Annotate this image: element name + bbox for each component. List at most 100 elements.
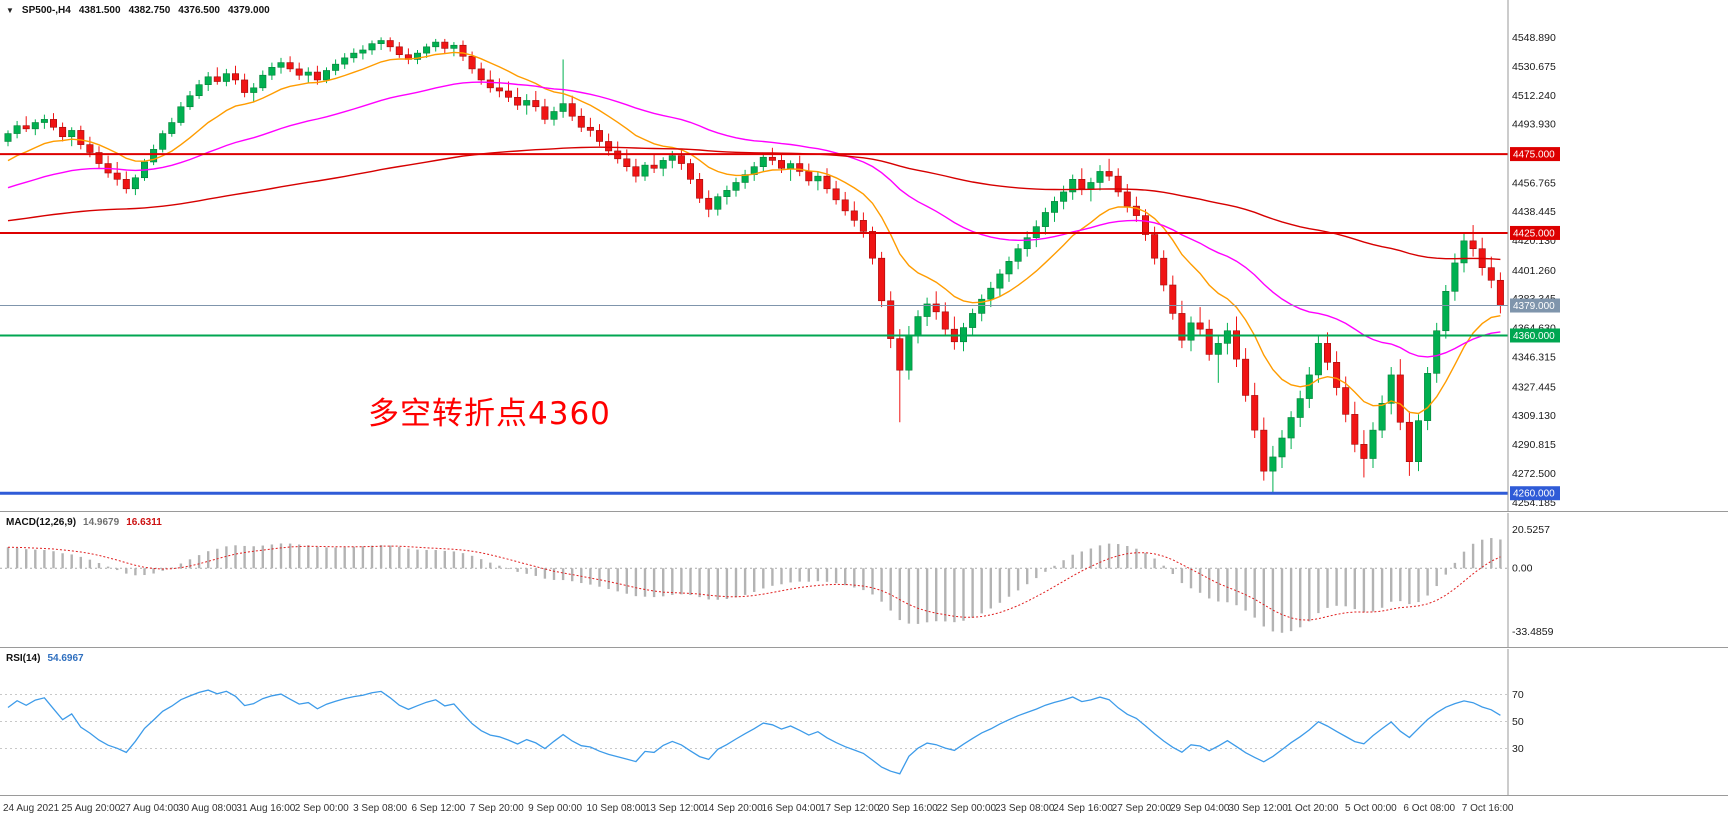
time-label: 31 Aug 16:00 — [236, 803, 296, 814]
macd-histogram-bar — [288, 543, 292, 569]
macd-histogram-bar — [1299, 568, 1302, 628]
macd-histogram-bar — [416, 549, 419, 569]
macd-histogram-bar — [552, 568, 556, 580]
macd-tick-label: 20.5257 — [1512, 524, 1550, 536]
candle-body — [1233, 330, 1241, 360]
price-badge — [1510, 225, 1560, 240]
candle-body — [705, 197, 713, 210]
macd-histogram-bar — [243, 545, 246, 569]
candle-body — [1196, 322, 1204, 330]
macd-histogram-bar — [1289, 568, 1293, 632]
macd-histogram-bar — [734, 568, 738, 598]
macd-histogram-bar — [907, 568, 911, 624]
time-label: 27 Sep 20:00 — [1111, 803, 1172, 814]
candle-body — [504, 90, 512, 98]
macd-histogram-bar — [589, 568, 592, 585]
price-tick-label: 4530.675 — [1512, 61, 1556, 73]
candle-body — [1487, 267, 1495, 281]
macd-histogram-bar — [898, 568, 901, 621]
macd-histogram-bar — [1053, 565, 1056, 569]
macd-histogram-bar — [1235, 568, 1238, 606]
time-label: 7 Sep 20:00 — [469, 803, 524, 814]
price-chart-canvas[interactable]: 4548.890 4530.675 4512.240 4493.930 4456.765… — [0, 0, 1728, 512]
price-tick-label: 4512.240 — [1512, 90, 1556, 102]
candle-body — [978, 298, 986, 314]
ohlc-close: 4379.000 — [228, 5, 270, 16]
macd-histogram-bar — [1481, 539, 1484, 569]
macd-histogram-bar — [680, 568, 683, 595]
price-tick-label: 4272.500 — [1512, 468, 1556, 480]
candle-body — [996, 273, 1004, 289]
candle-body — [459, 44, 467, 57]
chart-dropdown-icon[interactable]: ▼ — [6, 6, 14, 15]
macd-histogram-bar — [1126, 545, 1129, 569]
macd-histogram-bar — [489, 562, 492, 569]
candle-body — [668, 155, 676, 161]
macd-histogram-bar — [1062, 560, 1065, 569]
candle-body — [186, 95, 194, 108]
candle-body — [1023, 237, 1031, 250]
time-label: 2 Sep 00:00 — [294, 803, 349, 814]
candle-body — [1160, 257, 1168, 286]
macd-histogram-bar — [807, 568, 810, 582]
candle-body — [941, 311, 949, 330]
time-label: 3 Sep 08:00 — [353, 803, 408, 814]
rsi-chart-canvas[interactable]: 70 50 30 — [0, 649, 1728, 796]
candle-body — [823, 175, 831, 190]
price-tick-label: 4346.315 — [1512, 352, 1556, 364]
pivot-annotation-text: 多空转折点4360 — [368, 396, 611, 432]
time-label: 22 Sep 00:00 — [936, 803, 997, 814]
macd-histogram-bar — [953, 568, 956, 623]
macd-histogram-bar — [170, 567, 173, 569]
macd-histogram-bar — [889, 568, 892, 611]
time-label: 30 Aug 08:00 — [178, 803, 237, 814]
macd-chart-canvas[interactable]: 20.5257 0.00 -33.4859 — [0, 513, 1728, 648]
candle-body — [568, 103, 576, 117]
candle-body — [641, 164, 649, 177]
candle-body — [768, 156, 776, 161]
candle-body — [550, 111, 558, 120]
macd-histogram-bar — [1153, 558, 1156, 569]
macd-histogram-bar — [880, 568, 883, 602]
candle-body — [232, 73, 240, 81]
candle-body — [4, 133, 12, 142]
macd-histogram-bar — [780, 568, 783, 585]
price-tick-label: 4401.260 — [1512, 265, 1556, 277]
macd-histogram-bar — [643, 568, 647, 597]
price-tick-label: 4309.130 — [1512, 410, 1556, 422]
macd-histogram-bar — [398, 546, 401, 569]
macd-histogram-bar — [716, 568, 719, 600]
macd-histogram-bar — [634, 568, 638, 597]
ma-line-mid — [7, 81, 1501, 358]
macd-histogram-bar — [134, 568, 137, 576]
candle-body — [868, 231, 876, 259]
macd-histogram-bar — [1107, 543, 1111, 569]
macd-histogram-bar — [1135, 548, 1138, 569]
ohlc-high: 4382.750 — [128, 5, 171, 16]
candle-body — [759, 156, 767, 168]
macd-histogram-bar — [725, 568, 729, 599]
macd-histogram-bar — [1444, 568, 1447, 575]
candle-body — [1242, 358, 1250, 396]
candle-body — [322, 70, 330, 81]
time-label: 1 Oct 20:00 — [1286, 803, 1339, 814]
macd-histogram-bar — [379, 545, 383, 569]
macd-histogram-bar — [425, 549, 428, 569]
candle-body — [1169, 284, 1177, 314]
time-label: 27 Aug 04:00 — [119, 803, 179, 814]
macd-histogram-bar — [1117, 544, 1120, 569]
macd-histogram-bar — [370, 545, 374, 569]
macd-histogram-bar — [179, 563, 183, 569]
macd-histogram-bar — [1080, 551, 1083, 569]
macd-histogram-bar — [407, 548, 410, 569]
time-axis[interactable]: 24 Aug 2021 25 Aug 20:00 27 Aug 04:00 30 Au… — [0, 797, 1728, 839]
candle-body — [887, 300, 895, 339]
candle-body — [277, 62, 285, 68]
candle-body — [177, 106, 185, 123]
candle-body — [1251, 395, 1259, 431]
macd-histogram-bar — [534, 568, 537, 576]
candle-body — [595, 130, 603, 142]
candle-body — [1223, 330, 1231, 344]
candle-body — [1078, 179, 1086, 190]
candle-body — [222, 73, 230, 82]
